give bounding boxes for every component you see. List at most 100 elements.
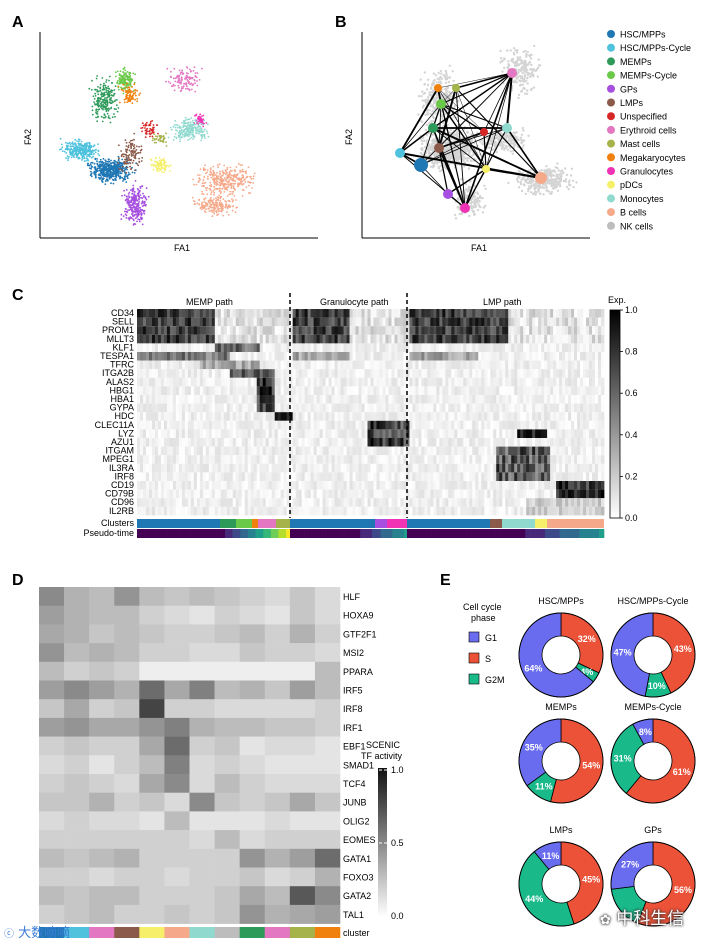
background-cell bbox=[509, 150, 512, 153]
cell-point bbox=[132, 152, 135, 155]
cell-point bbox=[204, 197, 207, 200]
cell-point bbox=[158, 156, 161, 159]
cell-point bbox=[137, 151, 140, 154]
heatmap-cell bbox=[145, 463, 150, 473]
cell-point bbox=[82, 153, 85, 156]
cell-point bbox=[94, 157, 97, 160]
cell-point bbox=[136, 98, 139, 100]
heatmap-cell bbox=[160, 412, 165, 421]
cell-point bbox=[215, 187, 218, 190]
background-cell bbox=[499, 57, 503, 60]
cell-point bbox=[213, 188, 216, 191]
cell-point bbox=[89, 170, 92, 173]
heatmap-cell bbox=[160, 429, 165, 438]
cell-point bbox=[91, 109, 94, 112]
network-node bbox=[502, 123, 512, 133]
heatmap-cell bbox=[139, 420, 144, 430]
cell-point bbox=[103, 113, 106, 116]
cell-point bbox=[96, 113, 99, 115]
cell-point bbox=[127, 100, 130, 103]
cell-point bbox=[176, 81, 179, 84]
cell-point bbox=[101, 181, 104, 183]
background-cell bbox=[520, 59, 523, 62]
cell-point bbox=[127, 154, 129, 157]
cell-point bbox=[125, 189, 128, 191]
cell-point bbox=[128, 157, 130, 160]
cell-point bbox=[124, 158, 126, 161]
background-cell bbox=[456, 197, 459, 201]
heatmap-cell bbox=[169, 352, 174, 361]
heatmap-cell bbox=[163, 463, 168, 473]
cell-point bbox=[127, 159, 129, 162]
cell-point bbox=[104, 116, 106, 119]
cell-point bbox=[222, 198, 225, 201]
cell-point bbox=[126, 166, 128, 169]
heatmap-cell bbox=[163, 481, 168, 490]
cell-point bbox=[128, 209, 131, 211]
cell-point bbox=[228, 170, 231, 173]
cell-point bbox=[135, 197, 138, 200]
cell-point bbox=[170, 76, 173, 79]
cell-point bbox=[181, 136, 184, 139]
background-cell bbox=[507, 181, 510, 185]
heatmap-cell bbox=[139, 403, 144, 413]
cell-point bbox=[179, 90, 182, 93]
cell-point bbox=[177, 84, 180, 87]
cell-point bbox=[127, 144, 130, 147]
heatmap-cell bbox=[142, 506, 147, 516]
cell-point bbox=[174, 77, 177, 80]
background-cell bbox=[538, 183, 541, 187]
heatmap-cell bbox=[148, 395, 153, 404]
cell-point bbox=[239, 164, 242, 166]
cell-point bbox=[198, 122, 201, 124]
legend-swatch bbox=[607, 57, 615, 66]
panel-a-xlabel: FA1 bbox=[174, 243, 190, 253]
cell-point bbox=[170, 128, 173, 131]
background-cell bbox=[515, 51, 519, 54]
cell-point bbox=[157, 163, 160, 166]
cell-point bbox=[113, 167, 115, 170]
heatmap-cell bbox=[163, 420, 168, 430]
cell-point bbox=[180, 80, 183, 82]
background-cell bbox=[426, 96, 430, 99]
cell-point bbox=[189, 78, 191, 81]
heatmap-cell bbox=[145, 412, 150, 421]
cell-point bbox=[97, 149, 100, 152]
background-cell bbox=[530, 63, 533, 67]
heatmap-cell bbox=[151, 386, 156, 395]
background-cell bbox=[521, 71, 524, 75]
cell-point bbox=[140, 202, 143, 205]
cell-point bbox=[226, 168, 229, 171]
cell-point bbox=[149, 120, 152, 123]
cell-point bbox=[85, 152, 87, 155]
cell-point bbox=[205, 172, 207, 175]
background-cell bbox=[442, 122, 445, 125]
background-cell bbox=[532, 183, 536, 186]
background-cell bbox=[557, 180, 561, 184]
cell-point bbox=[206, 186, 209, 189]
cell-point bbox=[247, 166, 250, 169]
cell-point bbox=[222, 214, 225, 217]
cell-point bbox=[216, 164, 219, 166]
cell-point bbox=[215, 204, 217, 207]
cell-point bbox=[70, 154, 72, 156]
cell-point bbox=[187, 133, 190, 136]
cell-point bbox=[104, 97, 106, 99]
background-cell bbox=[525, 92, 529, 96]
legend-swatch bbox=[607, 71, 615, 80]
cell-point bbox=[163, 169, 166, 172]
cell-point bbox=[117, 162, 120, 165]
cell-point bbox=[218, 181, 221, 184]
cell-point bbox=[201, 190, 204, 193]
cell-point bbox=[227, 186, 230, 188]
network-node bbox=[460, 203, 470, 213]
cell-point bbox=[137, 202, 140, 205]
cell-point bbox=[244, 171, 247, 173]
heatmap-cell bbox=[139, 369, 144, 378]
cell-point bbox=[93, 97, 96, 100]
panel-b-ylabel: FA2 bbox=[344, 129, 354, 145]
cell-point bbox=[135, 207, 137, 210]
cell-point bbox=[226, 211, 228, 214]
cell-point bbox=[242, 183, 245, 185]
cell-point bbox=[131, 209, 133, 212]
